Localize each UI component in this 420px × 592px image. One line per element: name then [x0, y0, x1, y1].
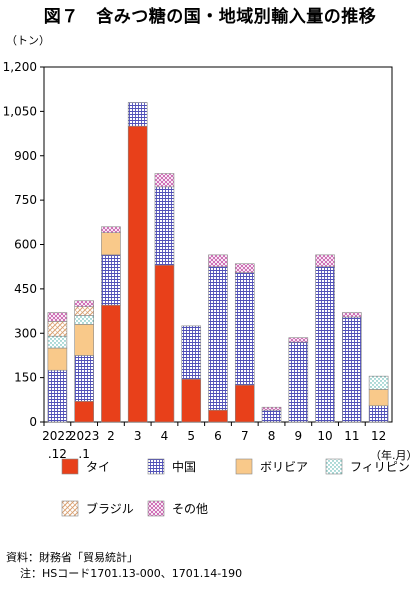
- bar-segment: [181, 325, 202, 380]
- legend-label: ボリビア: [260, 460, 308, 474]
- bar-segment: [154, 186, 175, 266]
- x-tick-label: 11: [344, 429, 359, 443]
- x-tick-label: 2023: [69, 429, 100, 443]
- legend-swatch: [147, 500, 165, 517]
- bar-segment: [101, 254, 121, 306]
- x-tick-label: 8: [268, 429, 276, 443]
- bar-segment: [368, 405, 389, 423]
- bar-segment: [74, 300, 94, 307]
- x-tick-label-sub: .12: [48, 447, 67, 461]
- x-tick-label-sub: .1: [78, 447, 89, 461]
- bar-segment: [342, 312, 362, 318]
- bar-segment: [74, 315, 94, 325]
- bar-segment: [342, 316, 362, 423]
- bar-segment: [47, 369, 68, 423]
- bar-segment: [368, 375, 389, 390]
- y-tick-label: 1,200: [3, 60, 37, 74]
- bar-segment: [154, 264, 175, 423]
- bar-segment: [74, 355, 94, 402]
- legend-label: フィリピン: [350, 460, 410, 474]
- y-tick-label: 900: [14, 149, 37, 163]
- legend-label: ブラジル: [86, 501, 134, 516]
- bar-segment: [208, 254, 228, 267]
- bar-segment: [315, 266, 335, 423]
- notes: 資料：財務省「貿易統計」 注：HSコード1701.13-000、1701.14-…: [6, 550, 242, 582]
- bar-segment: [288, 337, 309, 343]
- bar-segment: [127, 125, 148, 423]
- bar-segment: [101, 304, 121, 423]
- x-tick-label: 4: [161, 429, 169, 443]
- x-tick-label: 5: [187, 429, 195, 443]
- legend-swatch: [61, 458, 79, 475]
- legend-swatch: [235, 458, 253, 475]
- bar-segment: [127, 102, 148, 127]
- y-tick-label: 300: [14, 326, 37, 340]
- x-tick-label: 3: [134, 429, 142, 443]
- bar-segment: [261, 406, 282, 411]
- bar-segment: [261, 409, 282, 423]
- bar-segment: [208, 266, 228, 411]
- bar-segment: [234, 272, 255, 386]
- legend-swatch: [325, 458, 343, 475]
- x-axis-unit: （年.月）: [370, 448, 418, 462]
- bar-segment: [154, 173, 175, 188]
- bar-segment: [47, 312, 68, 322]
- bar-segment: [208, 409, 228, 423]
- x-tick-label: 2022: [42, 429, 73, 443]
- bar-segment: [181, 378, 202, 423]
- y-tick-label: 450: [14, 282, 37, 296]
- y-tick-label: 750: [14, 193, 37, 207]
- x-tick-label: 9: [294, 429, 302, 443]
- bar-segment: [315, 254, 335, 267]
- x-tick-label: 12: [371, 429, 386, 443]
- y-tick-label: 600: [14, 238, 37, 252]
- bar-segment: [47, 347, 68, 371]
- source-note: 資料：財務省「貿易統計」: [6, 551, 138, 564]
- bar-segment: [101, 232, 121, 256]
- legend-label: タイ: [86, 460, 110, 474]
- y-tick-label: 0: [29, 415, 37, 429]
- bar-segment: [47, 321, 68, 337]
- hs-code-note: 注：HSコード1701.13-000、1701.14-190: [20, 567, 243, 580]
- y-tick-label: 150: [14, 371, 37, 385]
- bar-segment: [234, 263, 255, 273]
- bar-segment: [74, 324, 94, 356]
- y-tick-label: 1,050: [3, 104, 37, 118]
- bar-segment: [288, 341, 309, 423]
- bar-segment: [234, 384, 255, 423]
- x-tick-label: 7: [241, 429, 249, 443]
- legend-label: その他: [172, 502, 208, 516]
- bar-segment: [101, 226, 121, 233]
- legend-swatch: [61, 500, 79, 517]
- legend-label: 中国: [172, 459, 196, 474]
- chart-title: 図７ 含みつ糖の国・地域別輸入量の推移: [43, 7, 377, 27]
- bar-segment: [74, 306, 94, 316]
- legend-swatch: [147, 458, 165, 475]
- y-axis-unit: （トン）: [6, 34, 50, 47]
- x-tick-label: 6: [214, 429, 222, 443]
- bar-segment: [47, 335, 68, 349]
- x-tick-label: 10: [317, 429, 332, 443]
- bar-segment: [368, 389, 389, 407]
- bar-segment: [74, 400, 94, 423]
- x-tick-label: 2: [107, 429, 115, 443]
